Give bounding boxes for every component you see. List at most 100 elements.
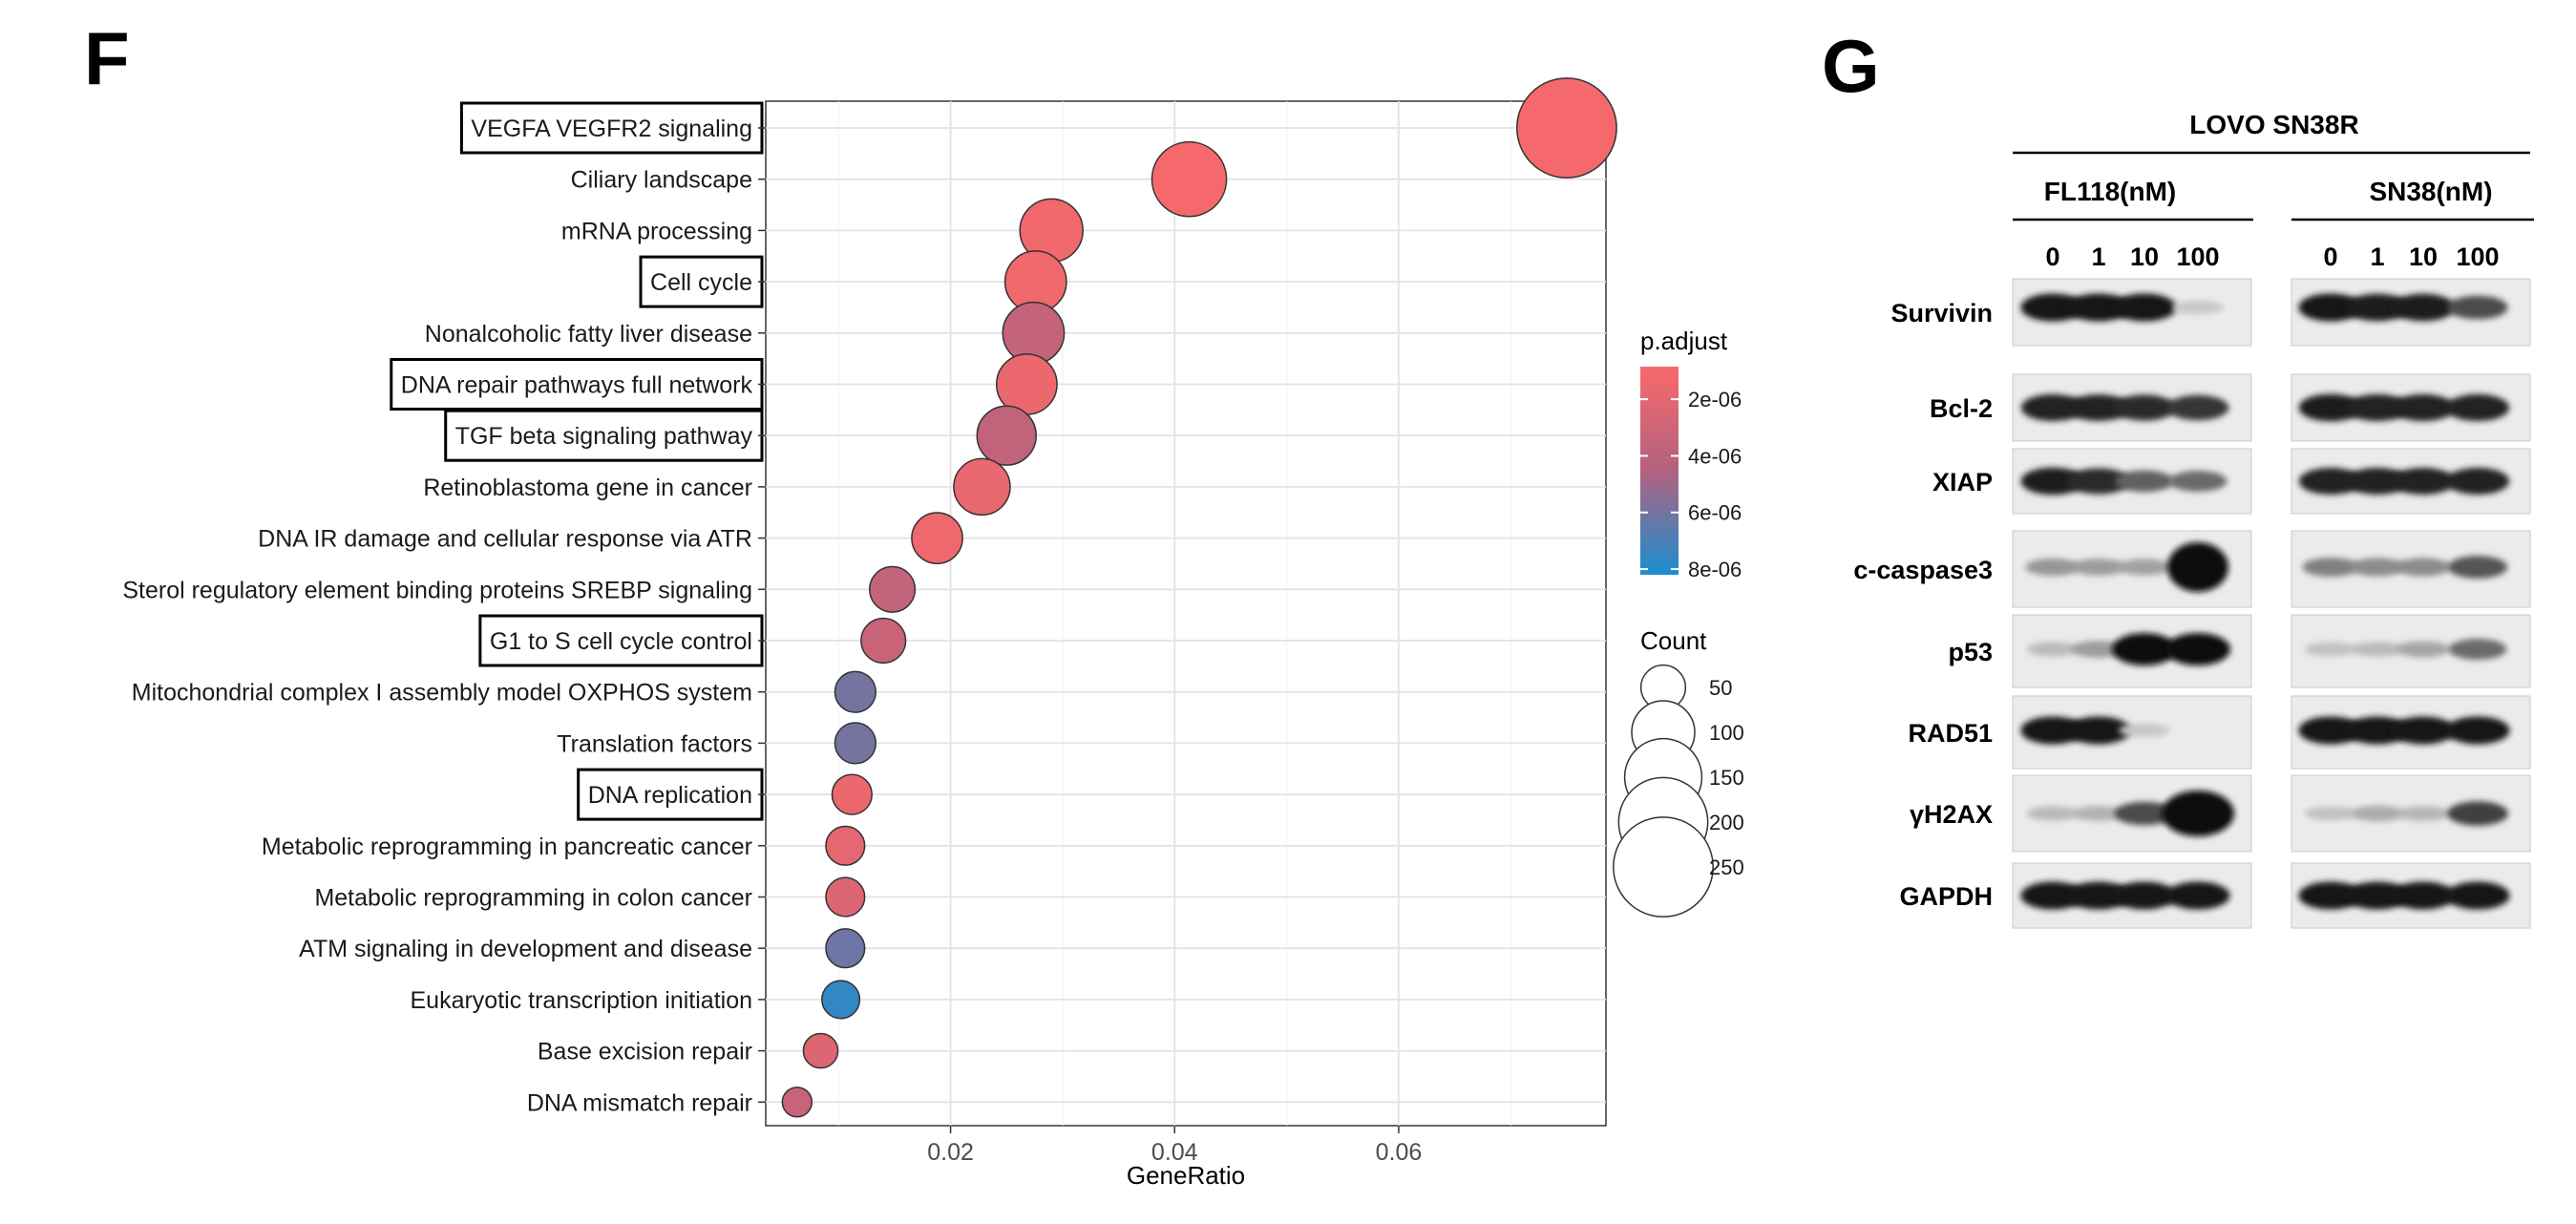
blot-band-bcl-2 — [2166, 394, 2229, 421]
blot-band-bcl-2 — [2391, 393, 2456, 422]
count-legend-label: 250 — [1709, 855, 1744, 879]
x-axis-title: GeneRatio — [1127, 1161, 1245, 1190]
x-axis-ticks: 0.02 0.04 0.06 — [927, 1126, 1422, 1166]
dots — [781, 77, 1617, 1118]
blot-band-c-caspase3 — [2071, 559, 2126, 576]
blot-band-gapdh — [2066, 881, 2131, 910]
blot-band-rad51 — [2298, 716, 2363, 745]
blot-band-gapdh — [2445, 881, 2510, 910]
blot-band-h2ax — [2304, 806, 2357, 821]
term-label-translation-factors: Translation factors — [557, 730, 752, 757]
blot-band-survivin — [2112, 293, 2177, 322]
blot-band-survivin — [2298, 293, 2363, 322]
term-label-dna-replication: DNA replication — [588, 782, 752, 809]
dose-label: 100 — [2176, 243, 2219, 271]
dot-base-excision-repair — [802, 1032, 839, 1069]
blot-band-c-caspase3 — [2349, 558, 2406, 577]
dot-atm-signaling-in-development-and-disease — [825, 928, 866, 969]
blot-band-survivin — [2020, 293, 2085, 322]
blot-band-gapdh — [2165, 881, 2230, 910]
blot-band-rad51 — [2020, 716, 2085, 745]
term-label-cell-cycle: Cell cycle — [650, 269, 752, 296]
count-legend-items: 50 100 150 200 250 — [1613, 664, 1744, 918]
dot-eukaryotic-transcription-initiation — [821, 980, 861, 1020]
blot-band-xiap — [2345, 467, 2410, 496]
blot-band-h2ax — [2026, 806, 2080, 821]
blot-band-gapdh — [2298, 881, 2363, 910]
protein-label-rad51: RAD51 — [1908, 719, 1993, 748]
blot-band-xiap — [2298, 467, 2363, 496]
dose-label: 1 — [2370, 243, 2384, 271]
x-tick-label: 0.04 — [1151, 1139, 1198, 1166]
blot-band-rad51 — [2391, 716, 2456, 745]
p-adjust-colorbar — [1640, 367, 1679, 575]
western-blot-panel: LOVO SN38R FL118(nM) SN38(nM) 0 1 10 100 0 1 1… — [1853, 110, 2534, 929]
blot-band-p53 — [2112, 633, 2177, 665]
count-legend-circle — [1613, 816, 1714, 918]
dose-label: 1 — [2091, 243, 2105, 271]
blot-band-gapdh — [2112, 881, 2177, 910]
dot-retinoblastoma-gene-in-cancer — [953, 457, 1011, 517]
panel-g-letter: G — [1822, 24, 1880, 108]
term-label-ciliary-landscape: Ciliary landscape — [571, 167, 752, 194]
term-label-atm-signaling-in-development-and-disease: ATM signaling in development and disease — [299, 936, 752, 962]
blot-band-survivin — [2391, 293, 2456, 322]
blot-band-rad51 — [2066, 716, 2131, 745]
dose-label: 10 — [2130, 243, 2159, 271]
blot-band-p53 — [2396, 641, 2451, 658]
count-legend-label: 200 — [1709, 811, 1744, 834]
term-label-vegfa-vegfr2-signaling: VEGFA VEGFR2 signaling — [471, 116, 752, 142]
colorbar-tick-label: 6e-06 — [1688, 501, 1742, 525]
blot-band-rad51 — [2119, 723, 2170, 738]
dose-label: 100 — [2456, 243, 2499, 271]
dose-labels: 0 1 10 100 0 1 10 100 — [2045, 243, 2499, 271]
blot-band-c-caspase3 — [2025, 558, 2080, 577]
blot-band-survivin — [2447, 295, 2508, 320]
dot-dna-replication — [831, 773, 873, 815]
blot-band-p53 — [2071, 641, 2126, 658]
count-legend: Count 50 100 150 200 250 — [1613, 626, 1744, 918]
blot-band-h2ax — [2397, 806, 2450, 821]
dot-sterol-regulatory-element-binding-proteins-srebp-signaling — [869, 565, 917, 613]
blot-band-bcl-2 — [2445, 393, 2510, 422]
blot-band-c-caspase3 — [2447, 556, 2508, 579]
blot-band-gapdh — [2391, 881, 2456, 910]
protein-labels: Survivin Bcl-2 XIAP c-caspase3 p53 RAD51 γH2AX… — [1853, 299, 1993, 911]
blot-band-xiap — [2067, 468, 2130, 495]
dot-ciliary-landscape — [1151, 140, 1228, 218]
blot-band-survivin — [2172, 300, 2224, 315]
blot-band-p53 — [2165, 633, 2230, 665]
protein-label-c-caspase3: c-caspase3 — [1853, 556, 1993, 584]
p-adjust-legend-title: p.adjust — [1640, 327, 1728, 355]
blot-band-xiap — [2445, 467, 2510, 496]
dose-label: 0 — [2323, 243, 2337, 271]
blot-band-c-caspase3 — [2117, 559, 2172, 576]
blot-band-bcl-2 — [2020, 393, 2085, 422]
blot-band-rad51 — [2345, 716, 2410, 745]
y-axis-ticks — [758, 127, 766, 1104]
colorbar-tick-label: 2e-06 — [1688, 388, 1742, 412]
term-label-dna-ir-damage-and-cellular-response-via-atr: DNA IR damage and cellular response via … — [258, 526, 752, 553]
count-legend-label: 100 — [1709, 721, 1744, 745]
count-legend-label: 50 — [1709, 676, 1732, 700]
term-label-dna-repair-pathways-full-network: DNA repair pathways full network — [401, 372, 753, 399]
protein-label-xiap: XIAP — [1932, 468, 1993, 496]
grid-lines — [766, 101, 1606, 1126]
blot-title: LOVO SN38R — [2189, 110, 2358, 139]
blot-band-c-caspase3 — [2302, 557, 2359, 578]
dot-translation-factors — [834, 722, 877, 765]
blot-band-c-caspase3 — [2167, 542, 2228, 592]
colorbar-tick-label: 8e-06 — [1688, 558, 1742, 581]
blot-band-bcl-2 — [2066, 394, 2131, 421]
blot-band-h2ax — [2114, 801, 2175, 826]
blot-band-rad51 — [2445, 716, 2510, 745]
dot-tgf-beta-signaling-pathway — [976, 405, 1037, 466]
protein-label-bcl-2: Bcl-2 — [1930, 394, 1993, 423]
term-label-mrna-processing: mRNA processing — [561, 218, 752, 244]
blot-band-xiap — [2115, 470, 2174, 493]
blot-band-h2ax — [2447, 801, 2508, 826]
term-label-g1-to-s-cell-cycle-control: G1 to S cell cycle control — [490, 628, 752, 655]
term-label-eukaryotic-transcription-initiation: Eukaryotic transcription initiation — [411, 987, 753, 1014]
term-label-dna-mismatch-repair: DNA mismatch repair — [527, 1089, 752, 1116]
